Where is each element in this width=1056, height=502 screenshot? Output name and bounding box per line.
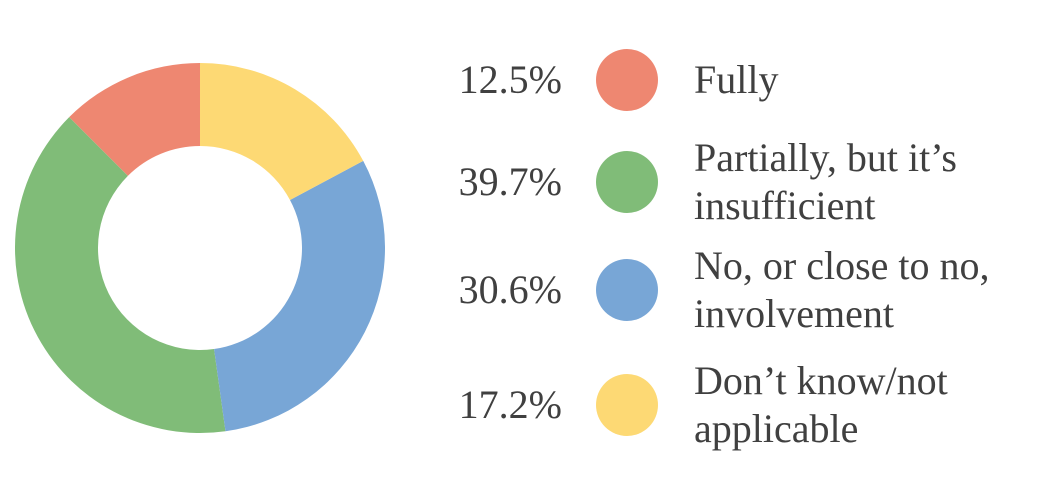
legend-swatch — [596, 374, 658, 436]
value-label: 39.7% — [458, 159, 562, 204]
legend-label: No, or close to no, involvement — [694, 243, 990, 336]
legend-swatch — [596, 151, 658, 213]
donut — [15, 63, 386, 433]
donut-slice — [214, 160, 386, 432]
donut-slice — [69, 63, 200, 176]
legend-entry: 39.7% Partially, but it’s insufficient — [430, 134, 1044, 230]
legend-entry: 30.6% No, or close to no, involvement — [430, 242, 1044, 338]
legend-label: Don’t know/not applicable — [694, 358, 948, 451]
value-label: 30.6% — [458, 267, 562, 312]
donut-slice — [15, 117, 226, 433]
legend-swatch — [596, 259, 658, 321]
value-label: 17.2% — [458, 382, 562, 427]
legend-label: Partially, but it’s insufficient — [694, 135, 957, 228]
legend-entry: 17.2% Don’t know/not applicable — [430, 357, 1044, 453]
donut-slice — [200, 63, 364, 200]
value-label: 12.5% — [458, 57, 562, 102]
legend-swatch — [596, 49, 658, 111]
legend-label: Fully — [694, 57, 779, 102]
legend-entry: 12.5% Fully — [430, 49, 1044, 111]
